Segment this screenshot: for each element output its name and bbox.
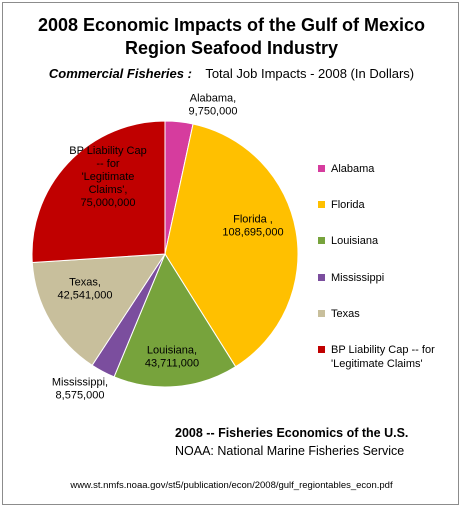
pie-slice-florida bbox=[164, 123, 299, 368]
slice-label-mississippi: Mississippi, 8,575,000 bbox=[52, 377, 108, 402]
pie-slice-louisiana bbox=[113, 252, 237, 388]
legend-label: Florida bbox=[331, 199, 365, 211]
legend-label: Mississippi bbox=[331, 272, 385, 284]
legend-label: Louisiana bbox=[331, 235, 379, 247]
slice-label-bp-liability-cap-for-legitimate-claims: BP Liability Cap -- for 'Legitimate Claims'… bbox=[69, 145, 146, 209]
slice-label-texas: Texas, 42,541,000 bbox=[57, 277, 112, 302]
legend-swatch bbox=[318, 165, 325, 172]
legend-label: Alabama bbox=[331, 163, 375, 175]
chart-title: 2008 Economic Impacts of the Gulf of Mex… bbox=[0, 14, 463, 60]
subtitle-measure: Total Job Impacts - 2008 (In Dollars) bbox=[205, 66, 415, 81]
slice-label-alabama: Alabama, 9,750,000 bbox=[189, 93, 238, 118]
chart-title-line-2: Region Seafood Industry bbox=[124, 38, 338, 58]
legend-swatch bbox=[318, 346, 325, 353]
chart-subtitle: Commercial Fisheries : Total Job Impacts… bbox=[0, 66, 463, 81]
legend-swatch bbox=[318, 237, 325, 244]
source-line-2: NOAA: National Marine Fisheries Service bbox=[175, 444, 405, 458]
legend-swatch bbox=[318, 201, 325, 208]
slice-label-florida: Florida , 108,695,000 bbox=[222, 214, 283, 239]
pie-slice-bp-liability-cap-for-legitimate-claims bbox=[31, 120, 166, 264]
legend-label: BP Liability Cap -- for 'Legitimate Clai… bbox=[331, 344, 435, 370]
pie-slices bbox=[31, 120, 299, 388]
source-line-1: 2008 -- Fisheries Economics of the U.S. bbox=[175, 426, 409, 440]
subtitle-category: Commercial Fisheries : bbox=[48, 66, 192, 81]
legend-swatch bbox=[318, 274, 325, 281]
slice-label-louisiana: Louisiana, 43,711,000 bbox=[145, 345, 199, 370]
pie-slice-texas bbox=[31, 253, 166, 366]
source-url: www.st.nmfs.noaa.gov/st5/publication/eco… bbox=[70, 480, 393, 491]
pie-labels: Alabama, 9,750,000 Florida , 108,695,000 Lou… bbox=[52, 93, 284, 402]
legend-label: Texas bbox=[331, 308, 360, 320]
chart-title-line-1: 2008 Economic Impacts of the Gulf of Mex… bbox=[37, 15, 426, 35]
legend-swatch bbox=[318, 310, 325, 317]
